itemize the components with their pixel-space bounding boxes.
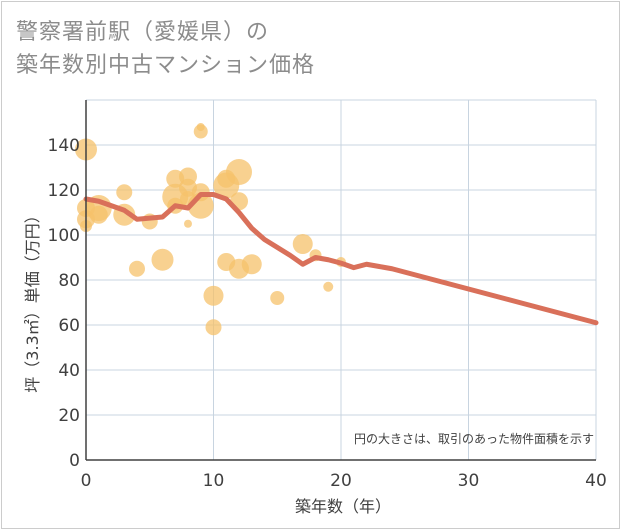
y-tick-label: 100 xyxy=(48,226,80,246)
trend-series xyxy=(83,192,599,326)
y-tick-label: 80 xyxy=(58,271,80,291)
data-bubble xyxy=(203,285,224,306)
data-bubble xyxy=(205,319,222,336)
y-tick-label: 140 xyxy=(48,136,80,156)
data-bubble xyxy=(151,248,174,271)
data-bubble xyxy=(292,234,313,254)
y-tick-label: 40 xyxy=(58,361,80,381)
data-bubble xyxy=(241,254,262,275)
bubble-series xyxy=(75,123,346,336)
y-tick-label: 20 xyxy=(58,406,80,426)
grid-lines xyxy=(86,99,597,460)
y-tick-label: 60 xyxy=(58,316,80,336)
y-axis-label: 坪（3.3㎡）単価（万円） xyxy=(23,207,42,392)
data-bubble xyxy=(226,159,252,185)
x-tick-label: 0 xyxy=(81,471,92,491)
chart-title: 警察署前駅（愛媛県）の 築年数別中古マンション価格 xyxy=(16,16,315,82)
y-tick-label: 0 xyxy=(69,451,80,471)
data-bubble xyxy=(193,124,208,139)
data-bubble xyxy=(116,184,133,201)
x-tick-label: 20 xyxy=(330,471,352,491)
data-bubble xyxy=(89,205,108,224)
y-tick-label: 120 xyxy=(48,181,80,201)
data-bubble xyxy=(129,260,145,277)
x-tick-label: 10 xyxy=(203,471,225,491)
x-axis-label: 築年数（年） xyxy=(295,497,391,516)
axes: 0 20 40 60 80 100 120 140 0 10 20 30 40 xyxy=(48,100,607,491)
data-bubble xyxy=(270,291,285,305)
x-tick-label: 30 xyxy=(458,471,480,491)
chart-title-line2: 築年数別中古マンション価格 xyxy=(16,53,316,78)
trend-line xyxy=(83,192,599,326)
size-legend-note: 円の大きさは、取引のあった物件面積を示す xyxy=(354,431,594,446)
chart-title-line1: 警察署前駅（愛媛県）の xyxy=(16,20,270,45)
x-tick-label: 40 xyxy=(585,471,607,491)
data-bubble xyxy=(323,281,334,292)
data-bubble xyxy=(184,219,192,228)
